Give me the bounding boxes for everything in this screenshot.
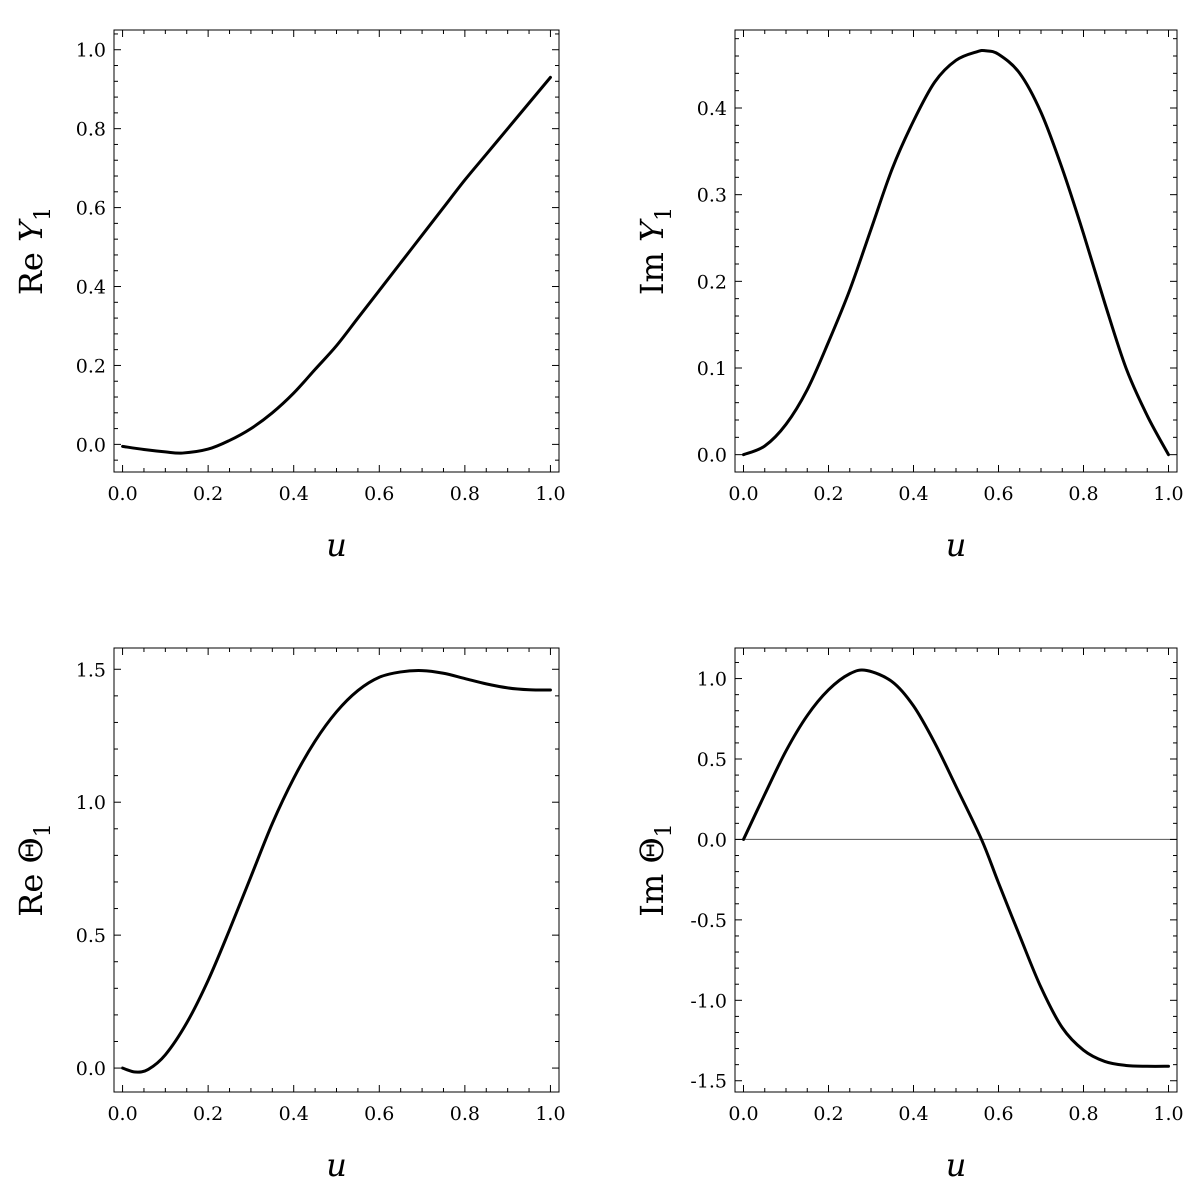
y-tick-label: 0.4 — [76, 277, 106, 299]
y-tick-label: 1.0 — [697, 669, 727, 691]
x-tick-label: 1.0 — [535, 1103, 565, 1125]
x-tick-label: 0.8 — [450, 1103, 480, 1125]
y-tick-label: 0.0 — [697, 829, 727, 851]
x-tick-label: 0.6 — [983, 1103, 1013, 1125]
y-tick-label: 0.0 — [76, 1058, 106, 1080]
panel-im-theta1: 0.0 0.2 0.4 0.6 0.8 1.0 -1.5 -1.0 -0.5 0.0 0.5 1.0 u… — [633, 647, 1184, 1184]
x-tick-label: 0.0 — [107, 483, 137, 505]
series-line — [742, 48, 1170, 457]
x-tick-label: 0.2 — [813, 483, 843, 505]
y-tick-label: 0.6 — [76, 198, 106, 220]
y-tick-label: 0.5 — [697, 749, 727, 771]
x-tick-label: 1.0 — [1153, 483, 1183, 505]
x-axis-label: u — [326, 526, 347, 564]
y-tick-label: 1.5 — [76, 659, 106, 681]
y-tick-label: 1.0 — [76, 40, 106, 62]
y-tick-label: 0.5 — [76, 925, 106, 947]
y-axis-label: Re Θ1 — [12, 823, 56, 916]
series-line — [121, 669, 552, 1074]
x-tick-label: 0.8 — [1068, 483, 1098, 505]
y-tick-label: 0.8 — [76, 119, 106, 141]
plot-frame — [734, 647, 1178, 1093]
x-tick-label: 0.2 — [813, 1103, 843, 1125]
plot-frame — [734, 29, 1178, 473]
x-tick-label: 0.4 — [279, 1103, 309, 1125]
x-tick-label: 0.6 — [983, 483, 1013, 505]
x-tick-label: 0.2 — [193, 483, 223, 505]
x-tick-label: 0.2 — [193, 1103, 223, 1125]
x-tick-label: 0.4 — [898, 1103, 928, 1125]
x-tick-label: 0.8 — [1068, 1103, 1098, 1125]
x-axis-label: u — [946, 526, 967, 564]
x-tick-label: 0.6 — [364, 483, 394, 505]
panel-im-y1: 0.0 0.2 0.4 0.6 0.8 1.0 0.0 0.1 0.2 0.3 0.4 u Im Y1 — [633, 29, 1184, 564]
y-axis-label: Re Y1 — [12, 207, 56, 295]
y-tick-label: 0.3 — [697, 185, 727, 207]
y-tick-label: 0.2 — [697, 271, 727, 293]
x-tick-label: 0.4 — [279, 483, 309, 505]
series-line — [742, 668, 1170, 1068]
y-tick-label: 0.4 — [697, 98, 727, 120]
y-tick-label: -1.5 — [690, 1071, 727, 1093]
plot-frame — [113, 29, 560, 473]
y-tick-label: 0.2 — [76, 355, 106, 377]
x-tick-label: 0.6 — [364, 1103, 394, 1125]
x-tick-label: 1.0 — [535, 483, 565, 505]
panel-re-theta1: 0.0 0.2 0.4 0.6 0.8 1.0 0.0 0.5 1.0 1.5 u Re Θ1 — [12, 647, 566, 1184]
y-tick-label: -0.5 — [690, 910, 727, 932]
y-axis-label: Im Θ1 — [633, 823, 677, 916]
x-tick-label: 0.0 — [728, 483, 758, 505]
y-tick-label: 0.1 — [697, 358, 727, 380]
x-tick-label: 0.0 — [107, 1103, 137, 1125]
y-tick-label: 1.0 — [76, 792, 106, 814]
x-tick-label: 0.8 — [450, 483, 480, 505]
x-tick-label: 1.0 — [1153, 1103, 1183, 1125]
plot-frame — [113, 647, 560, 1093]
x-axis-label: u — [946, 1146, 967, 1184]
series-line — [121, 75, 552, 455]
y-axis-label: Im Y1 — [633, 207, 677, 295]
panel-re-y1: 0.0 0.2 0.4 0.6 0.8 1.0 0.0 0.2 0.4 0.6 0.8 1.0 u Re … — [12, 29, 566, 564]
y-tick-label: 0.0 — [697, 445, 727, 467]
x-tick-label: 0.0 — [728, 1103, 758, 1125]
x-axis-label: u — [326, 1146, 347, 1184]
y-tick-label: -1.0 — [690, 990, 727, 1012]
x-tick-label: 0.4 — [898, 483, 928, 505]
y-tick-label: 0.0 — [76, 434, 106, 456]
